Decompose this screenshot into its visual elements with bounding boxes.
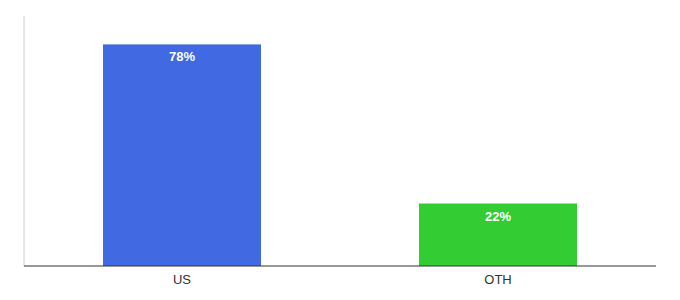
data-label: 78% [169,49,195,64]
x-tick-label: US [173,272,191,287]
chart: US OTH 78% 22% [0,0,680,300]
y-axis-line [24,16,25,266]
axes: US OTH [24,16,656,287]
x-axis-line [24,265,656,266]
bars [103,44,577,266]
data-labels: 78% 22% [169,49,511,223]
x-tick-label: OTH [484,272,511,287]
data-label: 22% [485,209,511,224]
chart-container: US OTH 78% 22% [0,0,680,300]
bar [103,44,261,266]
bar [419,204,577,267]
